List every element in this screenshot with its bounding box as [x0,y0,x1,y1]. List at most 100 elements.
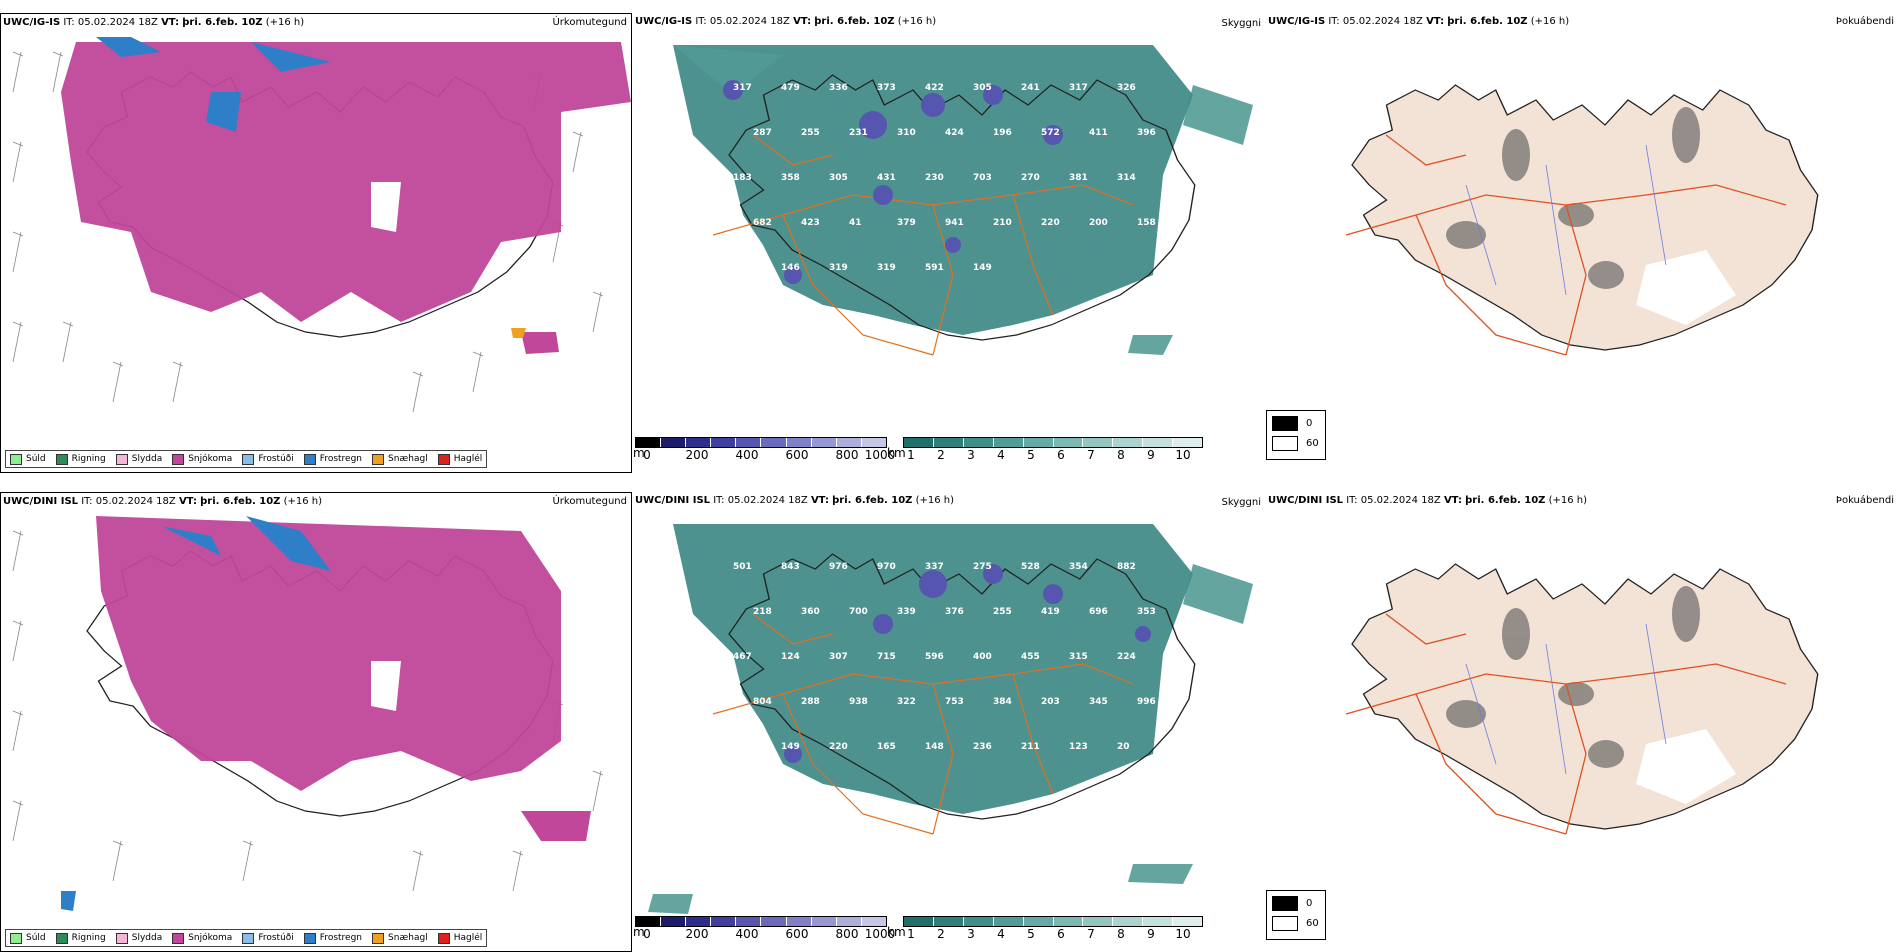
cloud-base-value: 275 [973,562,992,572]
panel-title: UWC/IG-IS IT: 05.02.2024 18Z VT: þri. 6.… [3,17,305,28]
precip-legend: Súld Rigning Slydda Snjókoma Frostúði Fr… [5,929,488,947]
legend-item: Frostúði [242,932,294,944]
cloud-base-value: 938 [849,697,868,707]
cloud-base-value: 123 [1069,742,1088,752]
cloud-base-value: 384 [993,697,1012,707]
cloud-base-value: 319 [829,263,848,273]
cbar-unit: m [633,446,645,460]
cloud-base-value: 210 [993,218,1012,228]
cloud-base-value: 591 [925,263,944,273]
cloud-base-patches [723,80,1063,284]
cloud-base-value: 287 [753,128,772,138]
fog-legend-item: 0 [1272,416,1325,431]
cbar-unit: km [887,446,906,460]
cloud-base-value: 572 [1041,128,1060,138]
cbar-unit: m [633,925,645,939]
cbar-cells [903,437,1203,448]
cloud-base-value: 307 [829,652,848,662]
cloud-base-value: 305 [829,173,848,183]
cloud-base-values: 317 479 336 373 422 305 241 317 326 287 255 231 310 4… [733,83,1156,273]
cloud-base-value: 353 [1137,607,1156,617]
legend-item: Frostregn [303,932,362,944]
cloud-base-value: 148 [925,742,944,752]
cloud-base-value: 455 [1021,652,1040,662]
cbar-labels: 1 2 3 4 5 6 7 8 9 10 [907,927,1191,941]
cloud-panel-row1: UWC/IG-IS IT: 05.02.2024 18Z VT: þri. 6.… [633,13,1265,473]
cloud-base-values: 501 843 976 970 337 275 528 354 882 218 360 700 339 3… [733,562,1156,752]
cloud-base-value: 230 [925,173,944,183]
cbar-labels: 1 2 3 4 5 6 7 8 9 10 [907,448,1191,462]
cloud-base-value: 996 [1137,697,1156,707]
legend-item: Haglél [437,453,482,465]
cloud-base-value: 703 [973,173,992,183]
cloud-base-value: 373 [877,83,896,93]
fog-legend-item: 60 [1272,436,1325,451]
panel-title: UWC/DINI ISL IT: 05.02.2024 18Z VT: þri.… [3,496,323,507]
cloud-base-value: 196 [993,128,1012,138]
cloud-base-value: 288 [801,697,820,707]
cloud-base-value: 336 [829,83,848,93]
panel-tag: Þokuábendi [1835,495,1894,506]
cbar-cells [903,916,1203,927]
panel-title: UWC/DINI ISL IT: 05.02.2024 18Z VT: þri.… [635,495,955,506]
cloud-base-value: 305 [973,83,992,93]
visibility-colorbar: km 1 2 3 4 5 6 7 8 9 10 [887,916,1203,942]
cloud-base-value: 315 [1069,652,1088,662]
cloud-base-value: 843 [781,562,800,572]
cloud-map: 317 479 336 373 422 305 241 317 326 287 255 231 310 4… [673,45,1253,356]
cloud-base-value: 211 [1021,742,1040,752]
panel-tag: Skyggni [1221,497,1261,508]
legend-swatch [10,453,22,465]
cloud-base-value: 326 [1117,83,1136,93]
cloud-base-value: 241 [1021,83,1040,93]
cloud-base-value: 317 [1069,83,1088,93]
cloud-base-value: 358 [781,173,800,183]
cloud-base-value: 376 [945,607,964,617]
cloud-base-value: 165 [877,742,896,752]
cloud-base-value: 970 [877,562,896,572]
cloud-base-value: 596 [925,652,944,662]
panel-title: UWC/IG-IS IT: 05.02.2024 18Z VT: þri. 6.… [1268,16,1570,27]
road-network [1345,613,1787,835]
cbar-labels: 0 200 400 600 800 1000 [643,448,896,462]
cloud-base-value: 255 [801,128,820,138]
cloud-base-patches [784,564,1151,763]
cbar-cells [635,437,887,448]
cloud-base-value: 20 [1117,742,1130,752]
cloud-base-value: 804 [753,697,772,707]
fog-legend-row1: 0 60 [1266,410,1326,460]
cbar-unit: km [887,925,906,939]
cloud-base-value: 41 [849,218,862,228]
cloud-base-value: 715 [877,652,896,662]
cloud-base-value: 337 [925,562,944,572]
cloud-base-value: 360 [801,607,820,617]
legend-item: Rigning [55,932,106,944]
cloud-base-value: 354 [1069,562,1088,572]
cloud-base-value: 479 [781,83,800,93]
cloud-base-value: 424 [945,128,964,138]
cloud-base-value: 467 [733,652,752,662]
cloud-base-value: 501 [733,562,752,572]
cloud-base-value: 210 [733,263,752,273]
visibility-colorbar: km 1 2 3 4 5 6 7 8 9 10 [887,437,1203,463]
cloud-base-value: 231 [849,128,868,138]
cloud-base-value: 124 [781,652,800,662]
road-network [712,613,1134,835]
cloud-base-value: 976 [829,562,848,572]
fog-legend-item: 60 [1272,916,1325,931]
panel-tag: Skyggni [1221,18,1261,29]
cloud-base-value: 178 [733,742,752,752]
cbar-labels: 0 200 400 600 800 1000 [643,927,896,941]
legend-item: Frostúði [242,453,294,465]
cloud-base-value: 149 [781,742,800,752]
fog-legend-row2: 0 60 [1266,890,1326,940]
legend-item: Snjókoma [172,932,232,944]
cloud-base-value: 753 [945,697,964,707]
legend-item: Snæhagl [372,453,428,465]
cloud-panel-row2: UWC/DINI ISL IT: 05.02.2024 18Z VT: þri.… [633,492,1265,952]
cloud-base-value: 419 [1041,607,1060,617]
cloud-base-value: 317 [733,83,752,93]
legend-item: Rigning [55,453,106,465]
fog-panel-row2: UWC/DINI ISL IT: 05.02.2024 18Z VT: þri.… [1266,492,1898,952]
cloud-base-value: 310 [897,128,916,138]
